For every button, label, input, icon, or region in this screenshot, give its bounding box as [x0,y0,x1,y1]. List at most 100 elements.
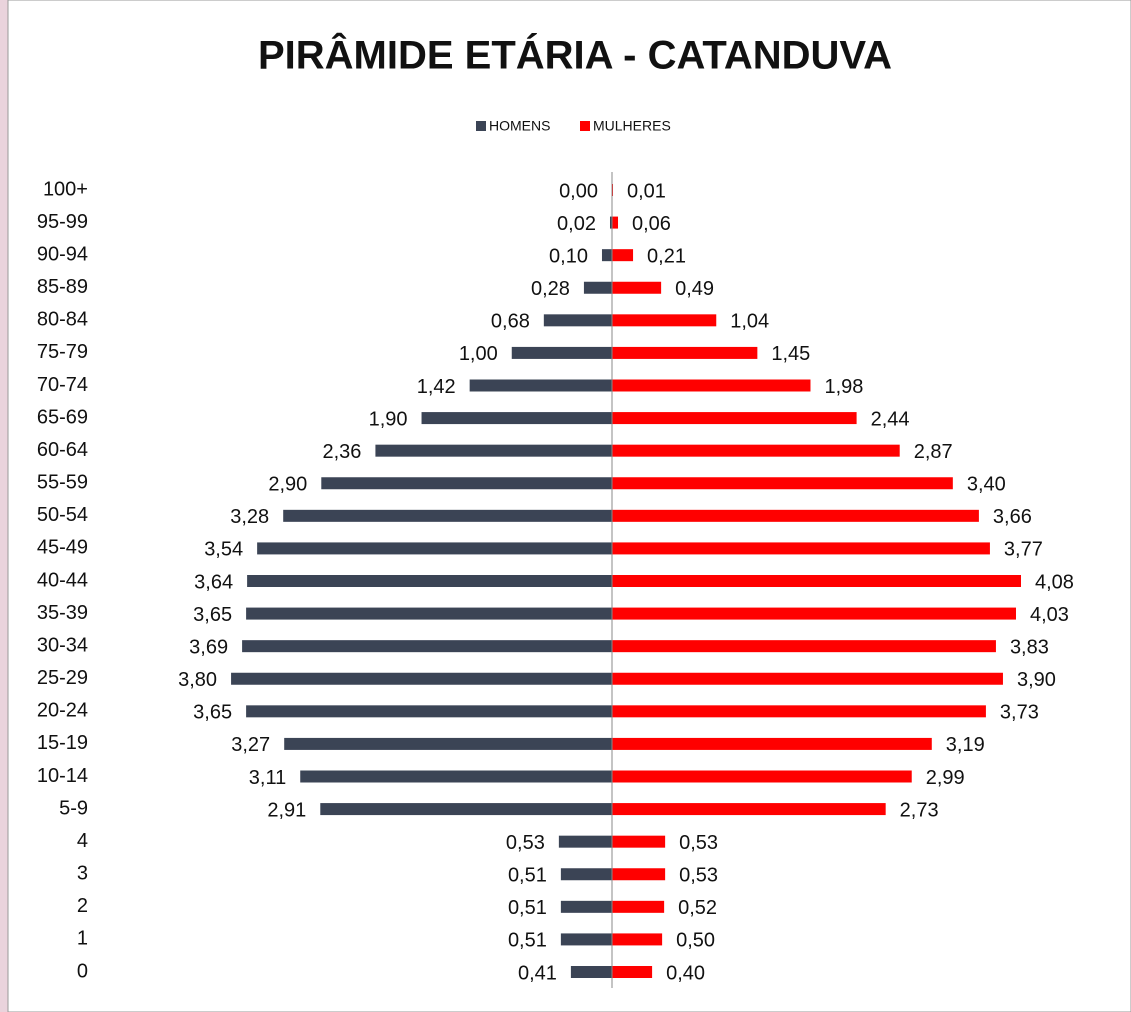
bar [609,216,612,229]
y-tick-label: 65-69 [37,406,88,428]
value-label: 2,44 [871,408,910,430]
value-label: 3,40 [967,474,1006,496]
value-label: 2,36 [322,441,361,463]
bar [257,542,612,555]
value-label: 3,90 [1017,669,1056,691]
bar [612,346,758,359]
value-label: 0,51 [508,865,547,887]
bar [421,412,612,425]
value-label: 4,03 [1030,604,1069,626]
value-label: 0,68 [491,311,530,333]
bar [612,184,614,196]
value-label: 1,00 [459,343,498,365]
bar [612,672,1003,685]
y-tick-label: 75-79 [37,341,88,363]
value-label: 3,19 [946,734,985,756]
y-tick-label: 1 [77,928,88,950]
bar [321,477,612,490]
value-label: 0,00 [559,180,598,202]
bar [612,868,666,881]
bar [612,509,979,522]
bar [300,770,612,783]
y-tick-label: 2 [77,895,88,917]
value-label: 0,53 [679,832,718,854]
y-tick-label: 70-74 [37,374,88,396]
value-label: 1,98 [824,376,863,398]
value-label: 3,65 [193,702,232,724]
value-label: 3,27 [231,734,270,756]
value-label: 0,50 [676,930,715,952]
y-tick-label: 60-64 [37,439,88,461]
value-label: 1,45 [771,343,810,365]
y-tick-label: 25-29 [37,667,88,689]
bar [612,705,986,718]
value-label: 2,87 [914,441,953,463]
value-label: 3,77 [1004,539,1043,561]
bar [242,640,612,653]
y-tick-label: 40-44 [37,569,88,591]
legend-label: HOMENS [489,118,550,134]
bar [612,737,932,750]
bar [612,966,653,978]
bar [558,835,612,848]
value-label: 3,69 [189,636,228,658]
value-label: 0,21 [647,245,686,267]
value-label: 0,10 [549,245,588,267]
value-label: 0,51 [508,897,547,919]
bar [612,835,666,848]
value-label: 0,51 [508,930,547,952]
y-tick-label: 30-34 [37,634,88,656]
bar [247,575,612,587]
value-label: 0,40 [666,962,705,984]
bar [612,803,886,816]
chart-area [7,0,1131,1012]
bar [612,933,663,946]
bar [560,900,612,913]
value-label: 3,83 [1010,636,1049,658]
bar [612,770,912,783]
y-tick-label: 5-9 [59,797,88,819]
value-label: 3,11 [249,767,286,789]
value-label: 0,06 [632,213,671,235]
y-tick-label: 10-14 [37,765,88,787]
value-label: 3,54 [204,539,243,561]
bar [560,933,612,946]
y-tick-label: 20-24 [37,700,88,722]
bar [284,737,612,750]
bar [320,803,612,816]
value-label: 2,91 [267,799,306,821]
value-label: 0,53 [679,865,718,887]
y-tick-label: 50-54 [37,504,88,526]
value-label: 0,28 [531,278,570,300]
legend-swatch [476,121,486,131]
bar [612,379,811,392]
y-tick-label: 45-49 [37,537,88,559]
legend-swatch [580,121,590,131]
bar [612,640,996,653]
bar [612,281,662,294]
bar [612,412,857,425]
bar [612,249,634,262]
bar [612,900,665,913]
bar [570,966,612,978]
y-tick-label: 80-84 [37,309,88,331]
value-label: 3,64 [194,571,233,593]
bar [231,672,612,685]
bar [543,314,612,327]
value-label: 2,90 [268,474,307,496]
value-label: 0,01 [627,180,666,202]
bar [375,444,612,457]
bar [612,607,1016,620]
y-tick-label: 15-19 [37,732,88,754]
value-label: 3,28 [230,506,269,528]
bar [612,444,900,457]
bar [601,249,612,262]
bar [246,705,612,718]
bar [283,509,612,522]
y-tick-label: 0 [77,960,88,982]
y-tick-label: 4 [77,830,88,852]
bar [560,868,612,881]
bar [583,281,612,294]
